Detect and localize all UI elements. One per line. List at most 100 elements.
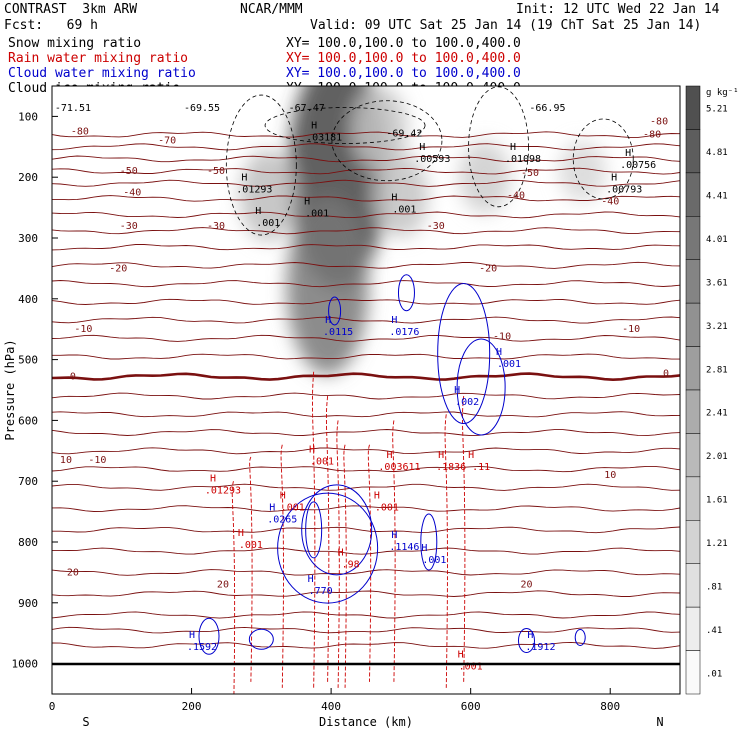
maximum-marker: H bbox=[391, 192, 397, 203]
temperature-contour bbox=[52, 611, 680, 619]
colorbar-segment bbox=[685, 85, 701, 130]
temperature-label: 0 bbox=[663, 369, 669, 380]
colorbar-tick-label: 2.81 bbox=[706, 365, 728, 375]
temperature-contour bbox=[52, 465, 680, 473]
colorbar-segment bbox=[685, 216, 701, 260]
maximum-value: .03181 bbox=[306, 133, 342, 144]
zero-degree-contour bbox=[52, 372, 680, 382]
rain-water-contour bbox=[367, 444, 372, 682]
maximum-value: .1836 bbox=[436, 462, 466, 473]
temperature-contour bbox=[52, 429, 680, 437]
temperature-label: -20 bbox=[479, 263, 497, 274]
x-endpoint-south: S bbox=[82, 715, 89, 729]
maximum-value: .002 bbox=[455, 397, 479, 408]
y-tick-label: 300 bbox=[18, 232, 38, 245]
y-tick-label: 600 bbox=[18, 414, 38, 427]
maximum-marker: H bbox=[468, 450, 474, 461]
cloud-ice-contour bbox=[572, 118, 634, 200]
colorbar-tick-label: 3.21 bbox=[706, 322, 728, 332]
y-tick-label: 900 bbox=[18, 597, 38, 610]
temperature-contour bbox=[52, 167, 680, 175]
maximum-value: .001 bbox=[256, 218, 280, 229]
temperature-label: -40 bbox=[507, 190, 525, 201]
cloud-ice-contour bbox=[468, 86, 529, 208]
field-xy-snow: XY= 100.0,100.0 to 100.0,400.0 bbox=[286, 36, 521, 51]
maximum-marker: H bbox=[304, 197, 310, 208]
colorbar-tick-label: 4.81 bbox=[706, 148, 728, 158]
colorbar-unit: g kg⁻¹ bbox=[706, 88, 739, 98]
temperature-contour bbox=[52, 244, 680, 251]
y-tick-label: 1000 bbox=[12, 658, 39, 671]
snow-shade-cell bbox=[373, 153, 429, 238]
minimum-label: -67.47 bbox=[289, 103, 325, 114]
field-label-cloudwater: Cloud water mixing ratio bbox=[8, 66, 196, 81]
temperature-contour bbox=[52, 411, 680, 418]
cloud-ice-contour bbox=[225, 94, 297, 236]
forecast-hour: Fcst: 69 h bbox=[4, 18, 98, 33]
maximum-value: .0265 bbox=[267, 514, 297, 525]
colorbar-segment bbox=[685, 259, 701, 304]
colorbar-tick-label: 5.21 bbox=[706, 105, 728, 115]
temperature-label: -50 bbox=[207, 166, 225, 177]
temperature-contour bbox=[52, 483, 680, 491]
maximum-marker: H bbox=[391, 315, 397, 326]
init-time: Init: 12 UTC Wed 22 Jan 14 bbox=[516, 2, 720, 17]
temperature-contour bbox=[52, 280, 680, 288]
maximum-marker: H bbox=[189, 630, 195, 641]
minimum-label: -71.51 bbox=[55, 103, 91, 114]
temperature-label: -30 bbox=[427, 221, 445, 232]
maximum-value: .001 bbox=[305, 209, 329, 220]
maximum-value: .003611 bbox=[378, 462, 420, 473]
maximum-marker: H bbox=[269, 502, 275, 513]
temperature-label: -10 bbox=[493, 331, 511, 342]
x-tick-label: 600 bbox=[461, 700, 481, 713]
maximum-marker: H bbox=[374, 490, 380, 501]
temperature-label: -70 bbox=[158, 136, 176, 147]
temperature-contour bbox=[52, 353, 680, 360]
maximum-value: .001 bbox=[281, 502, 305, 513]
temperature-contour bbox=[52, 334, 680, 342]
maximum-value: .770 bbox=[309, 586, 333, 597]
maximum-marker: H bbox=[255, 206, 261, 217]
maximum-value: .1592 bbox=[187, 642, 217, 653]
cloud-ice-contour bbox=[331, 100, 443, 182]
colorbar-segment bbox=[685, 563, 701, 608]
maximum-value: .0176 bbox=[389, 327, 419, 338]
cloud-contours bbox=[198, 86, 634, 694]
colorbar-tick-label: .01 bbox=[706, 669, 722, 679]
x-tick-label: 0 bbox=[49, 700, 56, 713]
temperature-contour bbox=[52, 505, 680, 512]
maximum-marker: H bbox=[421, 543, 427, 554]
colorbar-segment bbox=[685, 520, 701, 564]
cloud-water-contour bbox=[456, 338, 506, 436]
maximum-value: .001 bbox=[392, 204, 416, 215]
model-title: CONTRAST 3km ARW bbox=[4, 2, 138, 17]
temperature-label: -50 bbox=[120, 166, 138, 177]
colorbar-tick-label: 1.61 bbox=[706, 496, 728, 506]
temperature-contour bbox=[52, 569, 680, 576]
maximum-value: .001 bbox=[375, 502, 399, 513]
maximum-marker: H bbox=[311, 121, 317, 132]
maximum-marker: H bbox=[496, 347, 502, 358]
maximum-marker: H bbox=[241, 172, 247, 183]
cloud-water-contour bbox=[328, 296, 342, 326]
rain-water-contour bbox=[392, 420, 396, 682]
colorbar-tick-label: 2.41 bbox=[706, 409, 728, 419]
cloud-water-contour bbox=[574, 628, 586, 646]
temperature-label: -40 bbox=[601, 197, 619, 208]
maximum-value: .0115 bbox=[323, 327, 353, 338]
minimum-label: -69.42 bbox=[386, 129, 422, 140]
maximum-value: .00793 bbox=[606, 184, 642, 195]
cloud-water-contour bbox=[420, 513, 438, 571]
contour-labels: -80 -70 -50 -50 -40 -30 -30 -30 -20 -20 -10 -10 -10 0… bbox=[55, 103, 669, 672]
temperature-label: -40 bbox=[123, 187, 141, 198]
colorbar-segment bbox=[685, 389, 701, 434]
snow-shade-cell bbox=[558, 141, 606, 202]
maximum-marker: H bbox=[419, 142, 425, 153]
temperature-contours bbox=[52, 131, 680, 649]
temperature-contour bbox=[52, 641, 680, 649]
colorbar-tick-label: 4.01 bbox=[706, 235, 728, 245]
maximum-value: .11 bbox=[472, 462, 490, 473]
cloud-water-contour bbox=[437, 283, 491, 425]
